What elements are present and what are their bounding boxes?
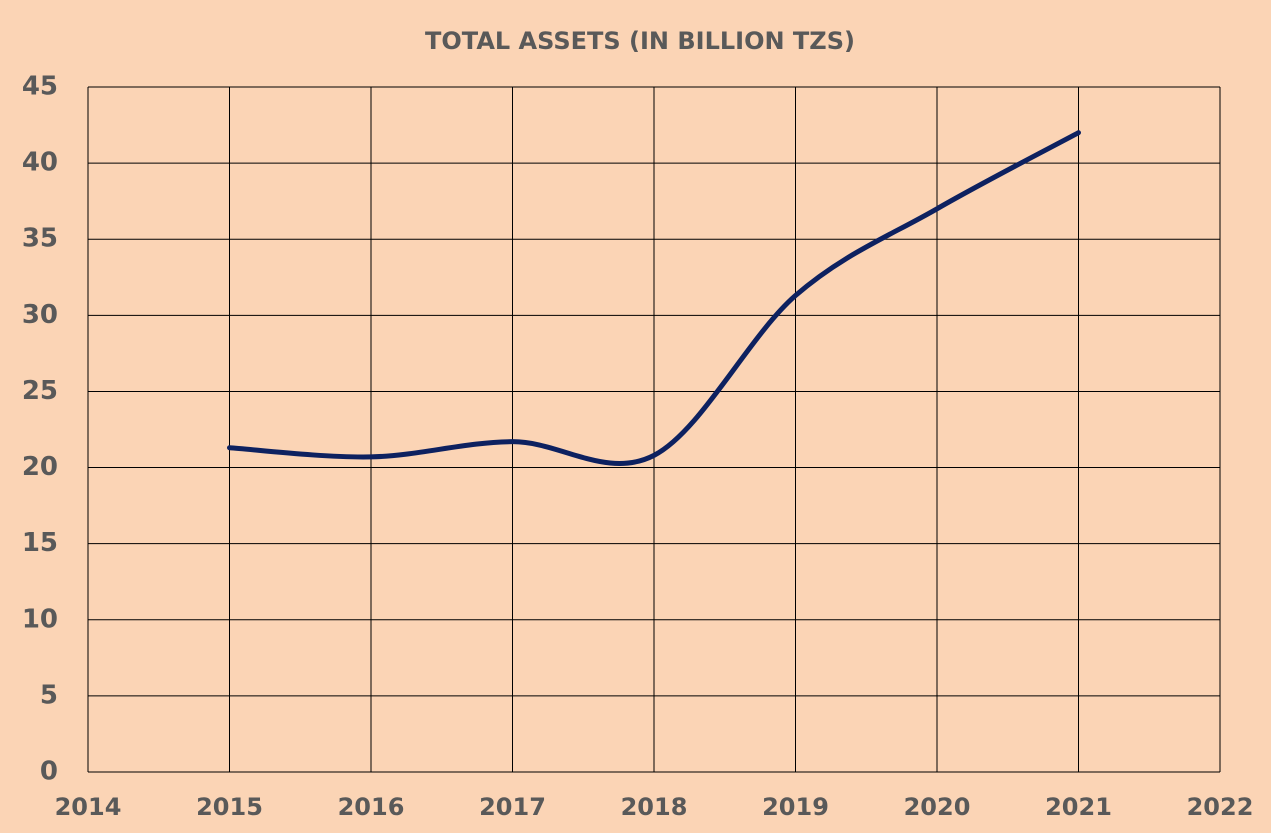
y-tick-label: 40 <box>22 148 58 178</box>
x-tick-label: 2021 <box>1045 793 1112 821</box>
x-tick-label: 2016 <box>338 793 405 821</box>
y-tick-label: 35 <box>22 224 58 254</box>
y-tick-label: 10 <box>22 604 58 634</box>
y-tick-label: 45 <box>22 72 58 102</box>
chart-title: TOTAL ASSETS (IN BILLION TZS) <box>425 27 855 55</box>
x-tick-label: 2018 <box>621 793 688 821</box>
y-tick-label: 20 <box>22 452 58 482</box>
x-tick-label: 2020 <box>904 793 971 821</box>
y-tick-label: 15 <box>22 528 58 558</box>
line <box>227 130 1081 466</box>
x-tick-label: 2022 <box>1187 793 1254 821</box>
x-tick-label: 2014 <box>55 793 122 821</box>
x-tick-label: 2019 <box>762 793 829 821</box>
y-tick-label: 0 <box>40 757 58 787</box>
y-tick-label: 25 <box>22 376 58 406</box>
x-tick-label: 2015 <box>196 793 263 821</box>
x-tick-label: 2017 <box>479 793 546 821</box>
y-tick-label: 5 <box>40 680 58 710</box>
y-tick-label: 30 <box>22 300 58 330</box>
